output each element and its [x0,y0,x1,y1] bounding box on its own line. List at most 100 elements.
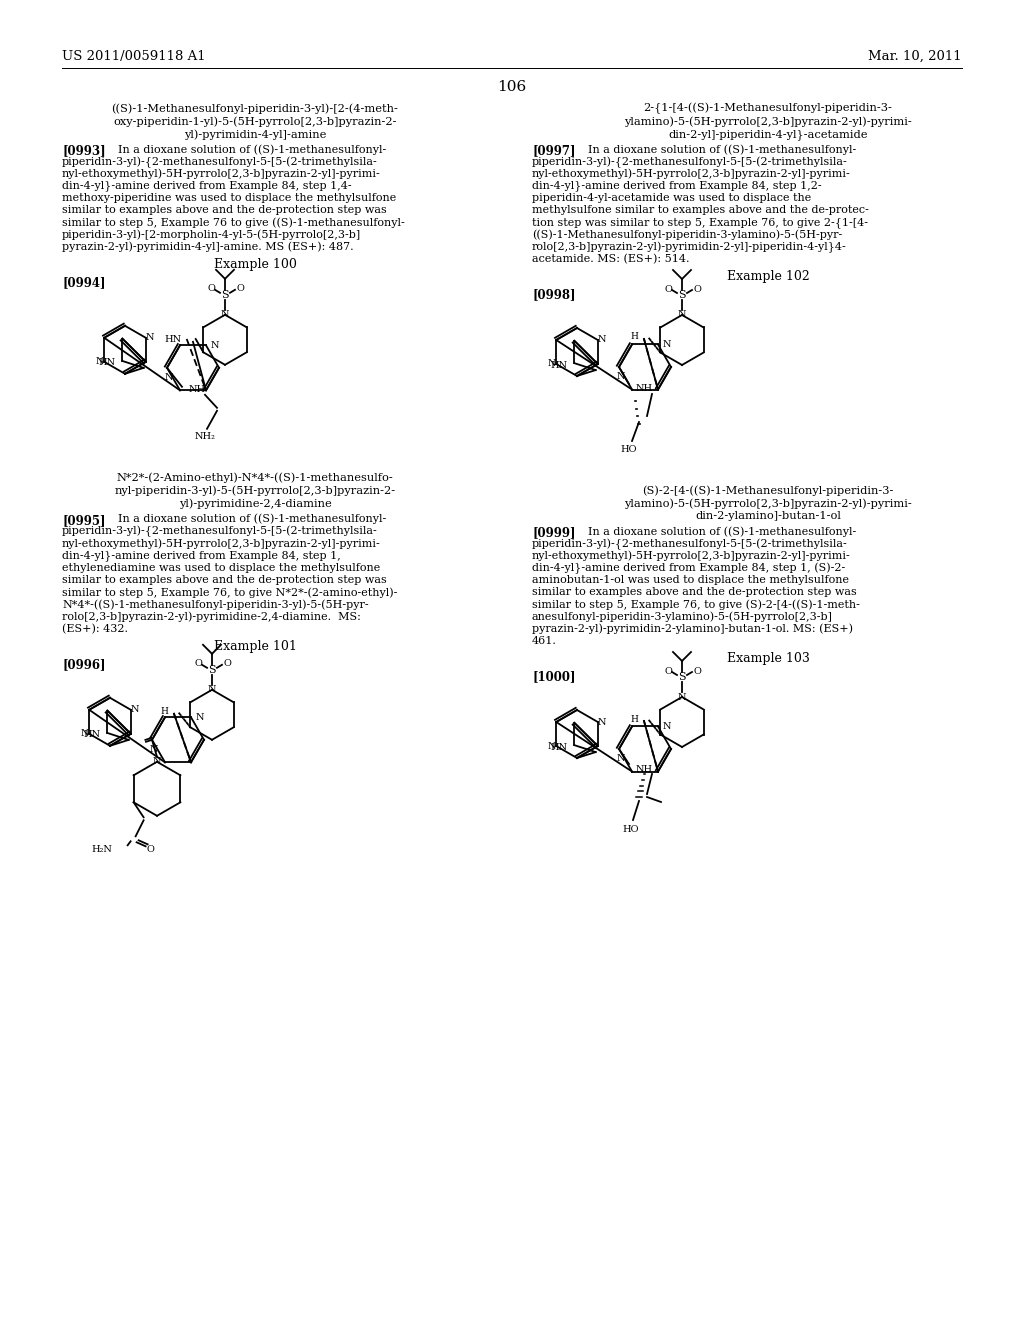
Text: piperidin-3-yl)-{2-methanesulfonyl-5-[5-(2-trimethylsila-: piperidin-3-yl)-{2-methanesulfonyl-5-[5-… [532,156,848,168]
Text: ((S)-1-Methanesulfonyl-piperidin-3-yl)-[2-(4-meth-: ((S)-1-Methanesulfonyl-piperidin-3-yl)-[… [112,103,398,114]
Text: piperidin-3-yl)-{2-methanesulfonyl-5-[5-(2-trimethylsila-: piperidin-3-yl)-{2-methanesulfonyl-5-[5-… [532,539,848,549]
Text: piperidin-3-yl)-[2-morpholin-4-yl-5-(5H-pyrrolo[2,3-b]: piperidin-3-yl)-[2-morpholin-4-yl-5-(5H-… [62,230,361,240]
Text: S: S [221,290,228,300]
Text: HO: HO [621,445,637,454]
Text: piperidin-3-yl)-{2-methanesulfonyl-5-[5-(2-trimethylsila-: piperidin-3-yl)-{2-methanesulfonyl-5-[5-… [62,525,378,537]
Text: N: N [96,358,104,366]
Text: O: O [693,285,701,293]
Text: Example 103: Example 103 [727,652,809,665]
Text: H: H [630,333,638,342]
Text: pyrazin-2-yl)-pyrimidin-4-yl]-amine. MS (ES+): 487.: pyrazin-2-yl)-pyrimidin-4-yl]-amine. MS … [62,242,353,252]
Text: yl)-pyrimidine-2,4-diamine: yl)-pyrimidine-2,4-diamine [178,499,332,510]
Text: In a dioxane solution of ((S)-1-methanesulfonyl-: In a dioxane solution of ((S)-1-methanes… [104,513,386,524]
Text: pyrazin-2-yl)-pyrimidin-2-ylamino]-butan-1-ol. MS: (ES+): pyrazin-2-yl)-pyrimidin-2-ylamino]-butan… [532,623,853,634]
Text: similar to step 5, Example 76 to give ((S)-1-methanesulfonyl-: similar to step 5, Example 76 to give ((… [62,218,404,228]
Text: rolo[2,3-b]pyrazin-2-yl)-pyrimidin-2-yl]-piperidin-4-yl}4-: rolo[2,3-b]pyrazin-2-yl)-pyrimidin-2-yl]… [532,242,847,253]
Text: [0993]: [0993] [62,144,105,157]
Text: yl)-pyrimidin-4-yl]-amine: yl)-pyrimidin-4-yl]-amine [184,129,327,140]
Text: H₂N: H₂N [92,845,113,854]
Text: N: N [616,754,626,763]
Text: [0994]: [0994] [62,276,105,289]
Text: HO: HO [623,825,639,833]
Text: N: N [616,372,626,381]
Text: N: N [221,310,229,319]
Text: methoxy-piperidine was used to displace the methylsulfone: methoxy-piperidine was used to displace … [62,193,396,203]
Text: H: H [160,708,168,717]
Text: N: N [165,372,173,381]
Text: (ES+): 432.: (ES+): 432. [62,623,128,634]
Text: methylsulfone similar to examples above and the de-protec-: methylsulfone similar to examples above … [532,205,869,215]
Text: O: O [664,667,672,676]
Text: (S)-2-[4-((S)-1-Methanesulfonyl-piperidin-3-: (S)-2-[4-((S)-1-Methanesulfonyl-piperidi… [642,484,894,495]
Text: N: N [663,341,672,348]
Text: [0996]: [0996] [62,657,105,671]
Text: similar to step 5, Example 76, to give N*2*-(2-amino-ethyl)-: similar to step 5, Example 76, to give N… [62,587,397,598]
Text: nyl-ethoxymethyl)-5H-pyrrolo[2,3-b]pyrazin-2-yl]-pyrimi-: nyl-ethoxymethyl)-5H-pyrrolo[2,3-b]pyraz… [532,169,851,180]
Text: ylamino)-5-(5H-pyrrolo[2,3-b]pyrazin-2-yl)-pyrimi-: ylamino)-5-(5H-pyrrolo[2,3-b]pyrazin-2-y… [624,116,912,127]
Text: ethylenediamine was used to displace the methylsulfone: ethylenediamine was used to displace the… [62,562,380,573]
Text: N: N [548,359,556,368]
Text: aminobutan-1-ol was used to displace the methylsulfone: aminobutan-1-ol was used to displace the… [532,574,849,585]
Text: O: O [237,284,244,293]
Text: N: N [153,758,161,767]
Text: S: S [208,665,216,675]
Text: Mar. 10, 2011: Mar. 10, 2011 [868,50,962,63]
Text: acetamide. MS: (ES+): 514.: acetamide. MS: (ES+): 514. [532,253,689,264]
Text: similar to examples above and the de-protection step was: similar to examples above and the de-pro… [62,574,387,585]
Text: similar to examples above and the de-protection step was: similar to examples above and the de-pro… [532,587,857,597]
Text: 106: 106 [498,81,526,94]
Text: din-2-ylamino]-butan-1-ol: din-2-ylamino]-butan-1-ol [695,511,841,521]
Text: HN: HN [83,730,100,739]
Text: tion step was similar to step 5, Example 76, to give 2-{1-[4-: tion step was similar to step 5, Example… [532,218,868,228]
Text: N: N [598,335,606,345]
Text: [0995]: [0995] [62,513,105,527]
Text: din-4-yl}-amine derived from Example 84, step 1,4-: din-4-yl}-amine derived from Example 84,… [62,181,351,191]
Text: HN: HN [165,335,182,345]
Text: HN: HN [550,743,567,751]
Text: piperidin-4-yl-acetamide was used to displace the: piperidin-4-yl-acetamide was used to dis… [532,193,811,203]
Text: NH: NH [189,385,206,395]
Text: N*4*-((S)-1-methanesulfonyl-piperidin-3-yl)-5-(5H-pyr-: N*4*-((S)-1-methanesulfonyl-piperidin-3-… [62,599,369,610]
Text: Example 100: Example 100 [214,257,296,271]
Text: 2-{1-[4-((S)-1-Methanesulfonyl-piperidin-3-: 2-{1-[4-((S)-1-Methanesulfonyl-piperidin… [643,103,893,115]
Text: NH: NH [636,384,653,393]
Text: NH₂: NH₂ [195,433,215,441]
Text: N: N [598,718,606,726]
Text: rolo[2,3-b]pyrazin-2-yl)-pyrimidine-2,4-diamine.  MS:: rolo[2,3-b]pyrazin-2-yl)-pyrimidine-2,4-… [62,611,360,622]
Text: N: N [150,744,159,754]
Text: din-4-yl}-amine derived from Example 84, step 1,: din-4-yl}-amine derived from Example 84,… [62,550,341,561]
Text: N: N [130,705,139,714]
Text: In a dioxane solution of ((S)-1-methanesulfonyl-: In a dioxane solution of ((S)-1-methanes… [104,144,386,154]
Text: anesulfonyl-piperidin-3-ylamino)-5-(5H-pyrrolo[2,3-b]: anesulfonyl-piperidin-3-ylamino)-5-(5H-p… [532,611,833,622]
Text: N: N [196,713,205,722]
Text: O: O [693,667,701,676]
Text: din-2-yl]-piperidin-4-yl}-acetamide: din-2-yl]-piperidin-4-yl}-acetamide [669,129,867,140]
Text: piperidin-3-yl)-{2-methanesulfonyl-5-[5-(2-trimethylsila-: piperidin-3-yl)-{2-methanesulfonyl-5-[5-… [62,156,378,168]
Text: O: O [146,845,155,854]
Text: [0997]: [0997] [532,144,575,157]
Text: N: N [678,310,686,319]
Text: N: N [548,742,556,751]
Text: Example 101: Example 101 [214,640,296,653]
Text: S: S [678,672,686,682]
Text: O: O [664,285,672,293]
Text: S: S [678,290,686,300]
Text: 461.: 461. [532,636,557,645]
Text: O: O [223,659,231,668]
Text: O: O [207,284,215,293]
Text: nyl-ethoxymethyl)-5H-pyrrolo[2,3-b]pyrazin-2-yl]-pyrimi-: nyl-ethoxymethyl)-5H-pyrrolo[2,3-b]pyraz… [62,169,381,180]
Text: HN: HN [550,360,567,370]
Text: din-4-yl}-amine derived from Example 84, step 1,2-: din-4-yl}-amine derived from Example 84,… [532,181,821,191]
Text: nyl-piperidin-3-yl)-5-(5H-pyrrolo[2,3-b]pyrazin-2-: nyl-piperidin-3-yl)-5-(5H-pyrrolo[2,3-b]… [115,486,395,496]
Text: ylamino)-5-(5H-pyrrolo[2,3-b]pyrazin-2-yl)-pyrimi-: ylamino)-5-(5H-pyrrolo[2,3-b]pyrazin-2-y… [624,498,912,508]
Text: N: N [145,333,154,342]
Text: similar to examples above and the de-protection step was: similar to examples above and the de-pro… [62,205,387,215]
Text: [0998]: [0998] [532,288,575,301]
Text: O: O [195,659,202,668]
Text: [1000]: [1000] [532,671,575,682]
Text: HN: HN [98,359,116,367]
Text: NH: NH [636,764,653,774]
Text: oxy-piperidin-1-yl)-5-(5H-pyrrolo[2,3-b]pyrazin-2-: oxy-piperidin-1-yl)-5-(5H-pyrrolo[2,3-b]… [114,116,396,127]
Text: US 2011/0059118 A1: US 2011/0059118 A1 [62,50,206,63]
Text: [0999]: [0999] [532,525,575,539]
